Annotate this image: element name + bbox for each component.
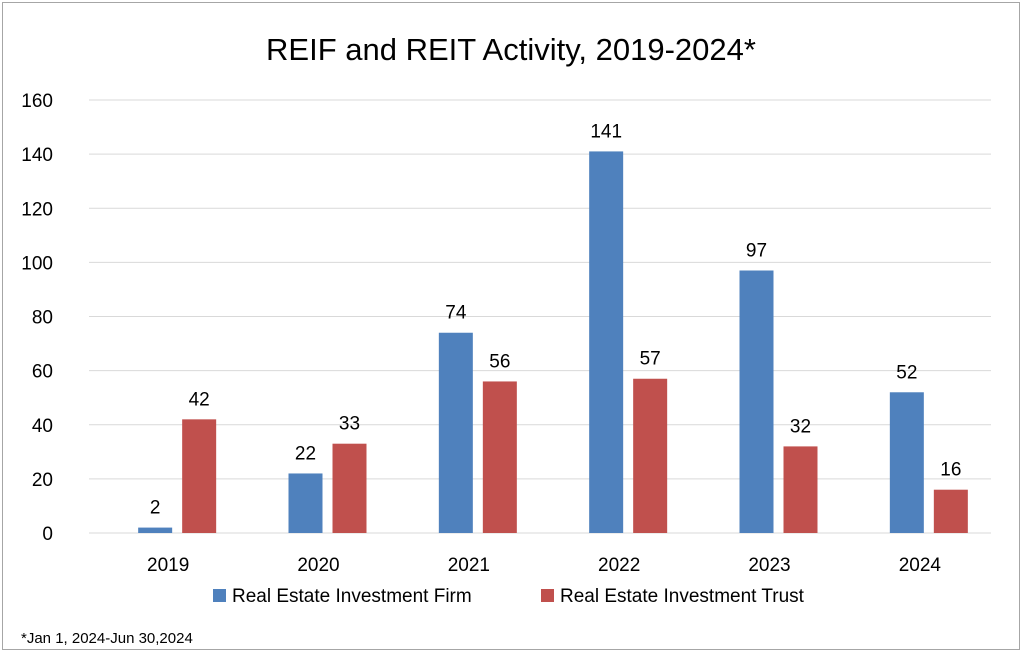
legend-swatch-firm — [213, 589, 226, 602]
data-label-firm-2019: 2 — [150, 498, 161, 519]
bar-firm-2019 — [138, 527, 173, 533]
y-tick-label: 0 — [42, 524, 53, 545]
x-tick-label: 2024 — [899, 555, 942, 576]
data-label-trust-2020: 33 — [339, 414, 360, 435]
y-tick-label: 60 — [32, 362, 53, 383]
bar-trust-2022 — [633, 378, 668, 533]
data-label-trust-2023: 32 — [790, 416, 811, 437]
x-tick-label: 2022 — [598, 555, 640, 576]
data-label-firm-2022: 141 — [590, 121, 622, 142]
x-axis-tick-labels: 2019 2020 2021 2022 2023 2024 — [147, 555, 941, 576]
y-tick-label: 120 — [21, 199, 53, 220]
data-label-firm-2021: 74 — [445, 303, 467, 324]
data-label-trust-2019: 42 — [189, 389, 210, 410]
legend-swatch-trust — [541, 589, 554, 602]
data-label-firm-2023: 97 — [746, 240, 767, 261]
bar-trust-2024 — [933, 489, 968, 533]
data-label-trust-2022: 57 — [640, 349, 661, 370]
data-label-trust-2021: 56 — [489, 351, 510, 372]
footnote: *Jan 1, 2024-Jun 30,2024 — [21, 630, 193, 647]
gridlines — [89, 99, 991, 534]
y-tick-label: 40 — [32, 416, 53, 437]
y-tick-label: 140 — [21, 145, 53, 166]
bar-trust-2021 — [482, 381, 517, 533]
y-tick-label: 20 — [32, 470, 53, 491]
y-tick-label: 100 — [21, 253, 53, 274]
bar-trust-2023 — [783, 446, 818, 533]
chart-svg: 0 20 40 60 80 100 120 140 160 2 42 22 33 74 56 141 57 97… — [21, 32, 991, 647]
bar-trust-2020 — [332, 443, 367, 533]
legend: Real Estate Investment Firm Real Estate I… — [213, 586, 805, 607]
bars — [138, 151, 968, 533]
bar-firm-2023 — [739, 270, 774, 533]
x-tick-label: 2019 — [147, 555, 189, 576]
data-label-trust-2024: 16 — [940, 460, 961, 481]
data-labels: 2 42 22 33 74 56 141 57 97 32 52 16 — [150, 121, 962, 518]
bar-trust-2019 — [182, 419, 217, 533]
bar-firm-2022 — [589, 151, 624, 533]
legend-label-trust: Real Estate Investment Trust — [560, 586, 805, 607]
y-axis-tick-labels: 0 20 40 60 80 100 120 140 160 — [21, 91, 53, 545]
bar-firm-2024 — [889, 392, 924, 533]
x-tick-label: 2023 — [748, 555, 790, 576]
y-tick-label: 160 — [21, 91, 53, 112]
chart-title: REIF and REIT Activity, 2019-2024* — [266, 32, 756, 67]
x-tick-label: 2020 — [297, 555, 339, 576]
data-label-firm-2024: 52 — [896, 362, 917, 383]
bar-firm-2020 — [288, 473, 323, 533]
bar-firm-2021 — [438, 332, 473, 533]
legend-label-firm: Real Estate Investment Firm — [232, 586, 472, 607]
x-tick-label: 2021 — [448, 555, 490, 576]
data-label-firm-2020: 22 — [295, 443, 316, 464]
y-tick-label: 80 — [32, 308, 53, 329]
